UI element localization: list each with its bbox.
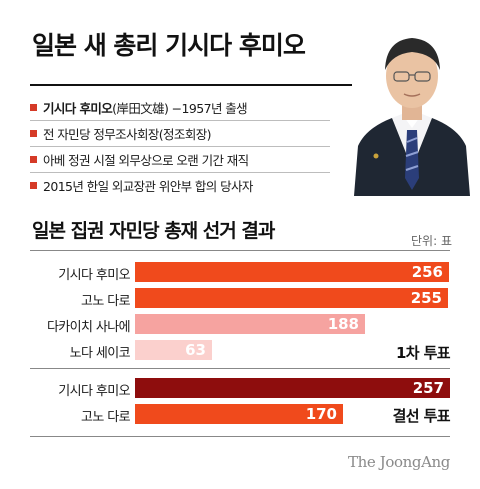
bar — [135, 288, 448, 308]
bar-value-label: 188 — [327, 315, 359, 333]
fact-text: (岸田文雄) −1957년 출생 — [112, 101, 248, 116]
fact-divider — [30, 172, 330, 173]
bar — [135, 262, 449, 282]
round-divider — [30, 436, 450, 437]
chart-title: 일본 집권 자민당 총재 선거 결과 — [32, 220, 275, 242]
fact-strong: 기시다 후미오 — [43, 101, 113, 116]
bar-category-label: 기시다 후미오 — [58, 268, 130, 283]
title-divider — [30, 84, 450, 86]
fact-text: 아베 정권 시절 외무상으로 오랜 기간 재직 — [43, 153, 249, 168]
unit-label: 단위: 표 — [411, 234, 452, 248]
round-label: 결선 투표 — [392, 407, 451, 425]
bar-category-label: 고노 다로 — [81, 294, 131, 309]
fact-item: 2015년 한일 외교장관 위안부 합의 당사자 — [30, 173, 330, 198]
fact-item: 아베 정권 시절 외무상으로 오랜 기간 재직 — [30, 147, 330, 172]
bar-value-label: 63 — [185, 341, 206, 359]
bullet-square-icon — [30, 156, 37, 163]
bar-value-label: 170 — [305, 405, 337, 423]
fact-text: 전 자민당 정무조사회장(정조회장) — [43, 127, 212, 142]
fact-divider — [30, 120, 330, 121]
bullet-square-icon — [30, 130, 37, 137]
portrait-photo — [352, 18, 472, 196]
round-label: 1차 투표 — [395, 344, 451, 362]
bar-value-label: 256 — [411, 263, 443, 281]
bullet-square-icon — [30, 104, 37, 111]
round-divider — [30, 368, 450, 369]
bar-category-label: 노다 세이코 — [69, 346, 131, 361]
profile-facts: 기시다 후미오(岸田文雄) −1957년 출생 전 자민당 정무조사회장(정조회… — [30, 95, 330, 198]
bar-value-label: 255 — [410, 289, 442, 307]
bar-value-label: 257 — [412, 379, 444, 397]
source-logo: The JoongAng — [348, 453, 450, 471]
bullet-square-icon — [30, 182, 37, 189]
page-title: 일본 새 총리 기시다 후미오 — [32, 31, 306, 60]
fact-item: 기시다 후미오(岸田文雄) −1957년 출생 — [30, 95, 330, 120]
bar-category-label: 고노 다로 — [81, 410, 131, 425]
fact-text: 2015년 한일 외교장관 위안부 합의 당사자 — [43, 179, 253, 194]
bar — [135, 340, 212, 360]
chart-divider — [30, 250, 450, 251]
bar — [135, 314, 365, 334]
bar-category-label: 기시다 후미오 — [58, 384, 130, 399]
bar — [135, 378, 450, 398]
portrait-illustration — [352, 18, 472, 196]
fact-item: 전 자민당 정무조사회장(정조회장) — [30, 121, 330, 146]
fact-divider — [30, 146, 330, 147]
bar — [135, 404, 343, 424]
bar-category-label: 다카이치 사나에 — [46, 320, 131, 335]
